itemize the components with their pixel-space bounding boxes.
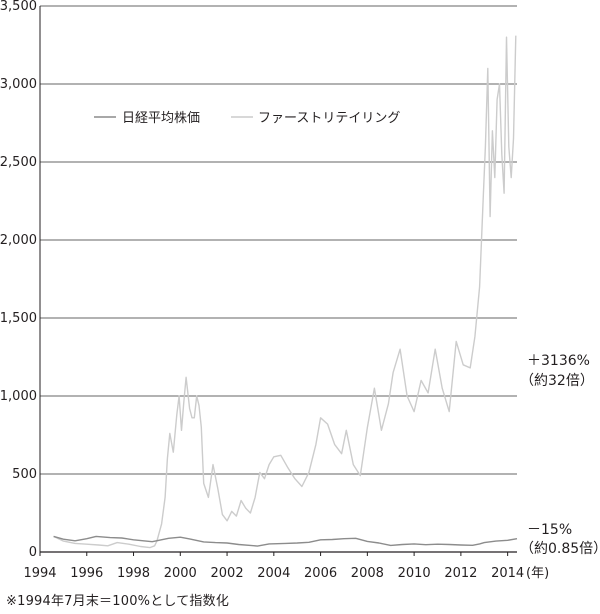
x-tick-label: 1998: [117, 566, 150, 581]
gridlines: [39, 5, 517, 553]
nikkei-multiple-label: （約0.85倍）: [520, 541, 600, 557]
legend-label-fast-retailing: ファーストリテイリング: [258, 111, 400, 126]
y-tick-label: 500: [12, 467, 37, 482]
x-tick-label: 2012: [444, 566, 477, 581]
x-tick-label: 2008: [351, 566, 384, 581]
x-tick-label: 2006: [304, 566, 337, 581]
y-tick-label: 2,500: [0, 155, 37, 170]
x-axis: 1994 1996 1998 2000 2002 2004 2006 2008 2010 2012…: [23, 552, 524, 581]
x-tick-label: 2002: [211, 566, 244, 581]
x-tick-label: 2014: [491, 566, 524, 581]
legend: 日経平均株価 ファーストリテイリング: [94, 111, 400, 126]
y-tick-label: 1,500: [0, 311, 37, 326]
legend-label-nikkei: 日経平均株価: [122, 111, 200, 126]
x-tick-label: 2010: [398, 566, 431, 581]
y-axis: 0 500 1,000 1,500 2,000 2,500 3,000 3,500: [0, 0, 37, 560]
y-tick-label: 0: [29, 545, 37, 560]
x-tick-label: 2004: [257, 566, 290, 581]
y-tick-label: 3,000: [0, 77, 37, 92]
series-line-fast-retailing: [53, 35, 517, 549]
x-axis-unit-label: (年): [526, 566, 549, 581]
fast-retailing-change-label: ＋3136%: [527, 353, 590, 369]
nikkei-change-label: －15%: [527, 522, 572, 538]
end-annotations: ＋3136% （約32倍） －15% （約0.85倍）: [520, 353, 600, 557]
series-lines: [53, 35, 518, 549]
x-tick-label: 1994: [23, 566, 56, 581]
x-tick-label: 1996: [70, 566, 103, 581]
fast-retailing-multiple-label: （約32倍）: [520, 373, 594, 389]
y-tick-label: 1,000: [0, 389, 37, 404]
x-tick-label: 2000: [164, 566, 197, 581]
y-tick-label: 2,000: [0, 233, 37, 248]
footnote: ※1994年7月末＝100%として指数化: [6, 594, 230, 609]
series-line-nikkei: [53, 535, 518, 547]
y-tick-label: 3,500: [0, 0, 37, 14]
